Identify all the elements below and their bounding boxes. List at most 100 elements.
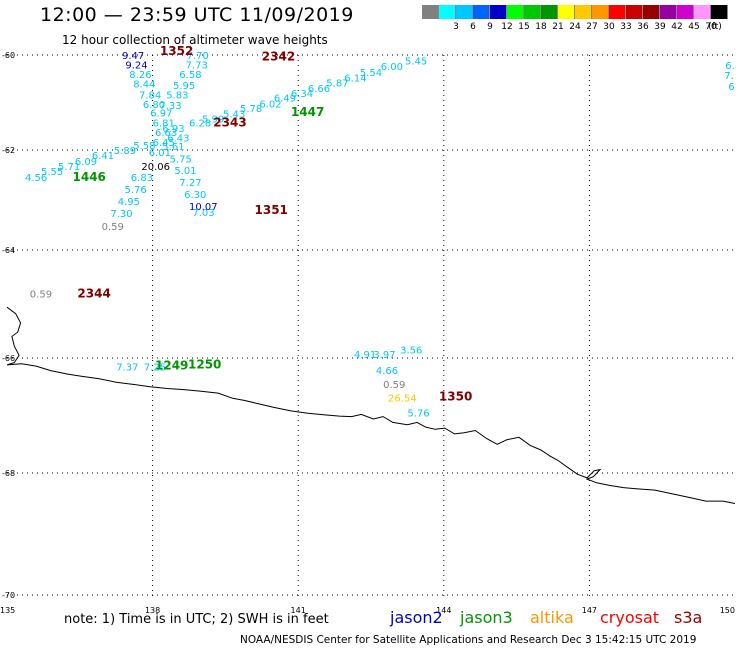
wave-height-value: 6.09	[75, 157, 97, 168]
wave-height-value: 7.03	[192, 208, 214, 219]
legend-swatch	[541, 5, 558, 19]
pass-time-label: 2344	[77, 287, 110, 301]
wave-height-value: 6.81	[153, 118, 175, 129]
lat-tick-label: -68	[2, 469, 15, 478]
wave-height-value: 7.30	[110, 209, 132, 220]
legend-label: 9	[487, 22, 493, 32]
pass-time-label: 2343	[213, 115, 246, 129]
wave-height-value: 10.07	[189, 202, 218, 213]
pass-time-label: 1350	[439, 390, 472, 404]
legend-swatch	[694, 5, 711, 19]
legend-label: 6	[470, 22, 476, 32]
legend-swatch	[439, 5, 456, 19]
legend-label: 24	[569, 22, 581, 32]
legend-swatch	[677, 5, 694, 19]
lat-tick-label: -60	[2, 51, 15, 60]
lat-tick-label: -62	[2, 146, 15, 155]
wave-height-value: 7.37	[116, 363, 138, 374]
wave-height-value: 6.80	[143, 100, 165, 111]
legend-swatch	[558, 5, 575, 19]
legend-swatch	[626, 5, 643, 19]
wave-height-value: 6.45	[153, 138, 175, 149]
satellite-cryosat: cryosat	[600, 608, 660, 627]
coastline	[6, 306, 736, 504]
wave-height-value: 6.63	[155, 128, 177, 139]
legend-label: 18	[535, 22, 547, 32]
wave-height-value: 7.84	[139, 91, 161, 102]
legend-swatch	[456, 5, 473, 19]
wave-height-value: 20.06	[141, 162, 170, 173]
legend-swatch	[507, 5, 524, 19]
legend-unit: (ft)	[708, 22, 722, 32]
wave-height-value: 4.66	[376, 366, 398, 377]
wave-height-value: 7.	[724, 71, 734, 82]
wave-height-value: 5.75	[170, 155, 192, 166]
legend-label: 39	[654, 22, 666, 32]
legend-label: 36	[637, 22, 649, 32]
legend-label: 33	[620, 22, 632, 32]
footer-note: note: 1) Time is in UTC; 2) SWH is in fe…	[64, 612, 329, 627]
wave-height-value: 5.87	[326, 78, 348, 89]
legend-label: 45	[688, 22, 700, 32]
wave-height-value: 6.43	[167, 134, 189, 145]
satellite-jason3: jason3	[460, 608, 513, 627]
wave-height-value: 5.89	[114, 146, 136, 157]
wave-height-value: 3.56	[400, 346, 422, 357]
legend-swatch	[524, 5, 541, 19]
pass-time-label: 1250	[188, 357, 221, 371]
wave-height-value: 4.56	[25, 173, 47, 184]
satellite-altika: altika	[530, 608, 574, 627]
wave-height-value: 0.59	[30, 290, 52, 301]
map-title: 12:00 — 23:59 UTC 11/09/2019	[40, 4, 354, 26]
credit-line: NOAA/NESDIS Center for Satellite Applica…	[240, 634, 697, 646]
lon-tick-label: 141	[291, 606, 306, 615]
wave-height-value: 5.76	[407, 409, 429, 420]
legend-swatch	[609, 5, 626, 19]
satellite-jason2: jason2	[390, 608, 443, 627]
wave-height-value: 8.44	[133, 79, 155, 90]
wave-height-value: 5.45	[405, 57, 427, 68]
wave-height-labels: 9.479.248.268.447.846.806.976.816.636.45…	[25, 44, 735, 420]
graticule	[7, 54, 735, 600]
wave-height-value: 5.83	[166, 91, 188, 102]
legend-swatch	[422, 5, 439, 19]
map-subtitle: 12 hour collection of altimeter wave hei…	[62, 33, 328, 47]
lat-tick-label: -64	[2, 246, 15, 255]
legend-label: 3	[453, 22, 459, 32]
wave-height-value: 5.99	[202, 115, 224, 126]
wave-height-value: 5.58	[133, 141, 155, 152]
legend-label: 21	[552, 22, 564, 32]
wave-height-value: 6.28	[189, 118, 211, 129]
wave-height-value: 26.54	[388, 394, 417, 405]
wave-height-value: 0.59	[102, 222, 124, 233]
legend-label: 27	[586, 22, 598, 32]
wave-height-value: 6.83	[131, 173, 153, 184]
wave-height-value: 6.00	[381, 62, 403, 73]
wave-height-value: 7.73	[186, 60, 208, 71]
wave-height-value: 5.01	[174, 166, 196, 177]
pass-time-label: 1351	[255, 203, 288, 217]
legend-swatch	[575, 5, 592, 19]
wave-height-value: 6.58	[179, 70, 201, 81]
wave-height-value: 5.55	[41, 167, 63, 178]
wave-height-value: 5.71	[58, 162, 80, 173]
wave-height-value: 6	[728, 82, 734, 93]
pass-time-label: 1249	[155, 359, 188, 373]
wave-height-value: 6.41	[92, 151, 114, 162]
axis-labels: -60 -62 -64 -66 -68 -70 135 138 141 144 147 150	[0, 51, 735, 615]
wave-height-value: 6.	[725, 61, 735, 72]
legend-swatch	[660, 5, 677, 19]
wave-height-value: 6.93	[162, 124, 184, 135]
antarctic-coastline	[6, 306, 736, 504]
wave-height-value: 6.97	[150, 109, 172, 120]
wave-height-value: 7.70	[187, 51, 209, 62]
wave-height-value: 4.91	[354, 350, 376, 361]
wave-height-value: 9.47	[122, 51, 144, 62]
wave-height-value: 5.54	[360, 68, 382, 79]
wave-height-value: 5.61	[162, 142, 184, 153]
legend-label: 70	[705, 22, 717, 32]
wave-height-value: 9.24	[125, 60, 147, 71]
legend-label: 12	[501, 22, 513, 32]
